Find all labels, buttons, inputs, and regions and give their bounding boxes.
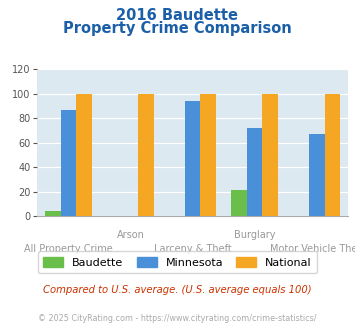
Text: All Property Crime: All Property Crime [24,244,113,254]
Text: Compared to U.S. average. (U.S. average equals 100): Compared to U.S. average. (U.S. average … [43,285,312,295]
Bar [185,101,200,216]
Text: Property Crime Comparison: Property Crime Comparison [63,21,292,36]
Bar [45,211,61,216]
Bar [138,94,154,216]
Bar [200,94,216,216]
Bar [324,94,340,216]
Text: 2016 Baudette: 2016 Baudette [116,8,239,23]
Bar [231,190,247,216]
Bar [76,94,92,216]
Text: Larceny & Theft: Larceny & Theft [154,244,231,254]
Legend: Baudette, Minnesota, National: Baudette, Minnesota, National [38,251,317,273]
Text: Arson: Arson [116,230,144,240]
Bar [262,94,278,216]
Text: © 2025 CityRating.com - https://www.cityrating.com/crime-statistics/: © 2025 CityRating.com - https://www.city… [38,314,317,323]
Bar [247,128,262,216]
Text: Motor Vehicle Theft: Motor Vehicle Theft [269,244,355,254]
Bar [61,110,76,216]
Bar [309,134,324,216]
Text: Burglary: Burglary [234,230,275,240]
